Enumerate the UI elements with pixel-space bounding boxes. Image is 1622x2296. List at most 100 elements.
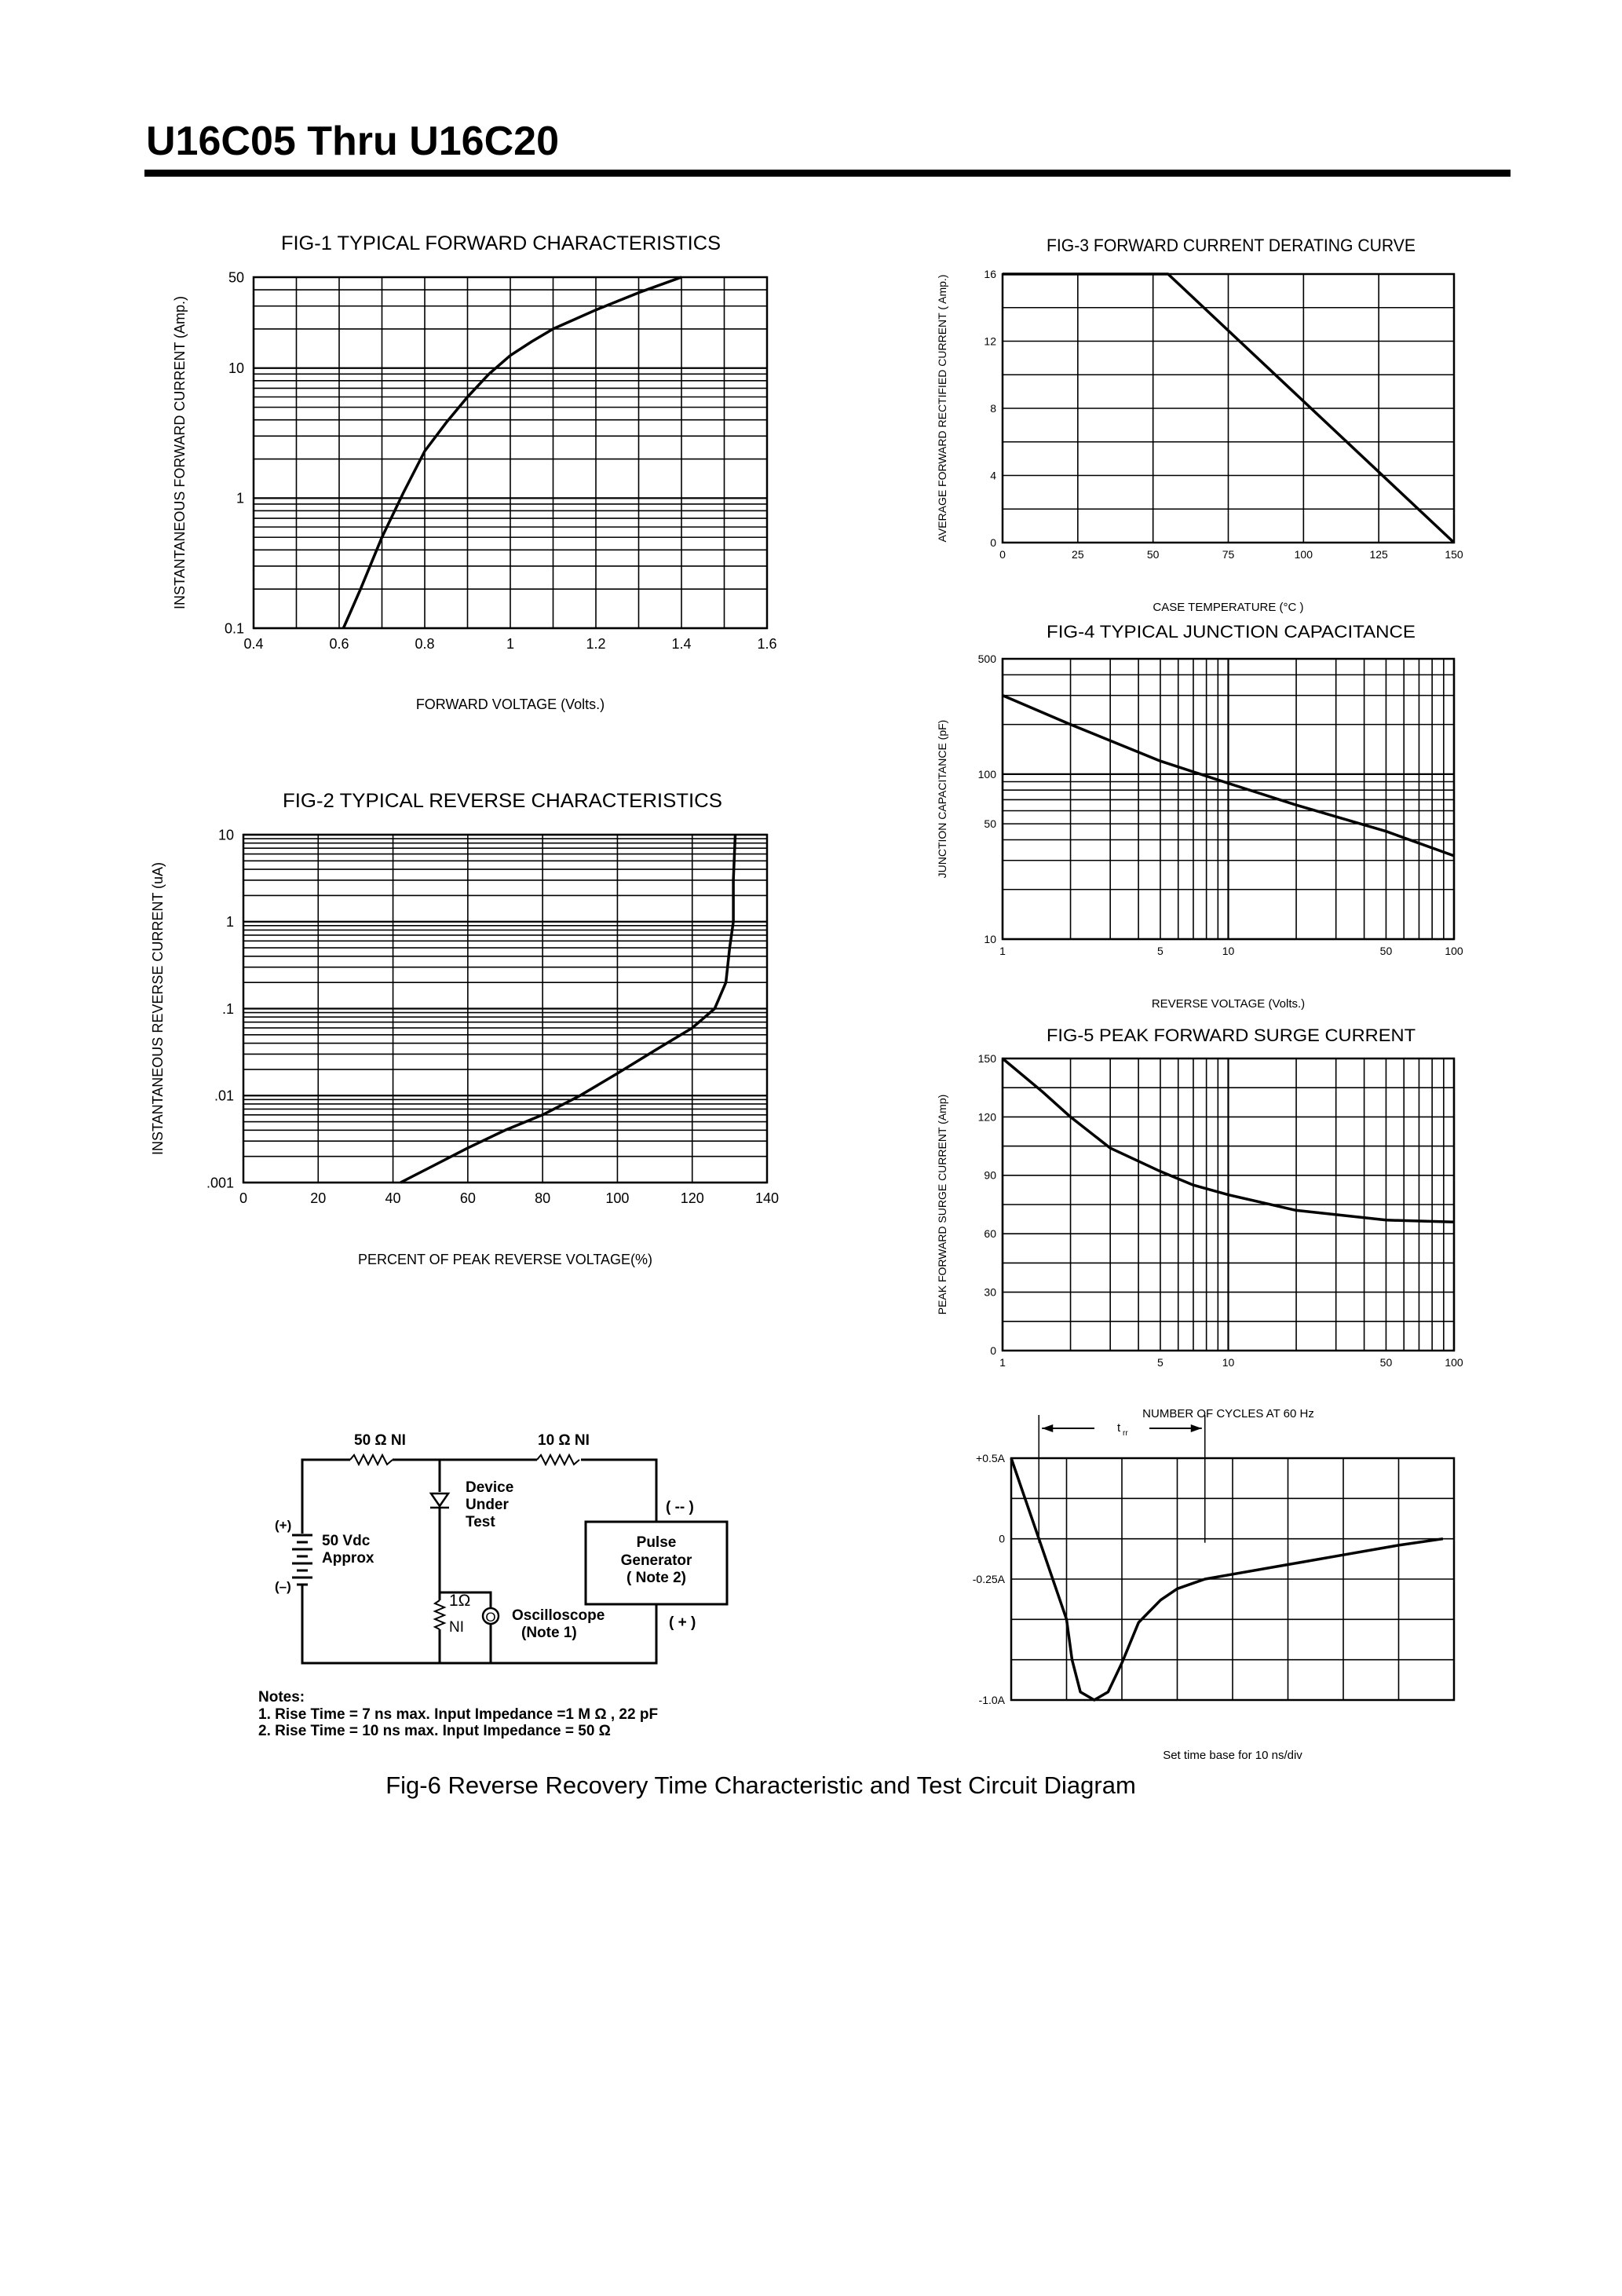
data-curve	[1002, 693, 1455, 857]
resistor-10ohm-label: 10 Ω NI	[538, 1432, 590, 1449]
dut-label: Under	[466, 1497, 510, 1513]
chart-fig1: FIG-1 TYPICAL FORWARD CHARACTERISTICS 0.4…	[172, 232, 777, 712]
y-tick-label: 10	[984, 933, 996, 945]
y-axis-label: PEAK FORWARD SURGE CURRENT (Amp)	[936, 1095, 948, 1315]
y-axis-label: INSTANTANEOUS REVERSE CURRENT (uA)	[150, 862, 166, 1155]
x-tick-label: 0.8	[415, 636, 434, 652]
y-tick-label: 1	[226, 914, 234, 930]
chart-title: FIG-2 TYPICAL REVERSE CHARACTERISTICS	[283, 790, 722, 812]
y-tick-label: 4	[990, 469, 996, 481]
x-tick-label: 50	[1380, 945, 1393, 957]
x-tick-label: 80	[535, 1190, 550, 1206]
oscilloscope-icon	[481, 1607, 500, 1625]
y-tick-label: 0	[990, 536, 996, 549]
chart-fig6: +0.5A 0 -0.25A -1.0A Set time base for 10 ns…	[973, 1415, 1456, 1762]
x-tick-label: 10	[1222, 1356, 1235, 1369]
x-tick-label: 100	[1295, 548, 1313, 561]
x-tick-label: 150	[1445, 548, 1463, 561]
y-tick-label: 0	[999, 1533, 1005, 1545]
circuit-wire	[301, 1458, 658, 1534]
plot-frame	[1001, 272, 1456, 544]
x-tick-label: 100	[605, 1190, 629, 1206]
y-tick-label: +0.5A	[976, 1452, 1006, 1464]
chart-title: FIG-5 PEAK FORWARD SURGE CURRENT	[1047, 1026, 1416, 1045]
y-tick-label: -0.25A	[973, 1573, 1006, 1585]
plot-frame	[1001, 1057, 1456, 1352]
x-tick-label: 1	[506, 636, 514, 652]
y-tick-label: 50	[984, 817, 996, 830]
plot-frame	[252, 276, 769, 630]
x-axis-label: Set time base for 10 ns/div	[1163, 1749, 1302, 1762]
resistor-50ohm-label: 50 Ω NI	[354, 1432, 406, 1449]
x-tick-label: 0	[999, 548, 1006, 561]
y-tick-label: .1	[222, 1001, 234, 1017]
data-curve	[342, 276, 682, 629]
plot-frame	[1001, 657, 1456, 941]
data-curve	[1001, 1057, 1455, 1224]
resistor-1ohm-sub: NI	[449, 1619, 464, 1636]
pulse-generator-box	[584, 1520, 729, 1606]
x-tick-label: 5	[1157, 945, 1164, 957]
x-tick-label: 50	[1147, 548, 1160, 561]
data-curve	[400, 834, 737, 1184]
x-tick-label: 50	[1380, 1356, 1393, 1369]
y-tick-label: .01	[214, 1088, 234, 1104]
data-curve	[1010, 1457, 1444, 1702]
chart-fig5: FIG-5 PEAK FORWARD SURGE CURRENT 1 5 10 50 10…	[936, 1026, 1463, 1420]
notes-title: Notes:	[258, 1689, 305, 1706]
y-axis-label: JUNCTION CAPACITANCE (pF)	[936, 720, 948, 879]
resistor-1ohm-icon	[433, 1600, 447, 1630]
oscilloscope-label: Oscilloscope	[512, 1607, 605, 1624]
data-curve	[1003, 272, 1456, 544]
fig6-caption: Fig-6 Reverse Recovery Time Characterist…	[385, 1771, 1136, 1799]
note-1: 1. Rise Time = 7 ns max. Input Impedance…	[258, 1706, 658, 1723]
resistor-10ohm-icon	[536, 1453, 580, 1467]
x-tick-label: 0.6	[329, 636, 349, 652]
y-tick-label: 150	[978, 1052, 997, 1065]
x-tick-label: 100	[1445, 945, 1463, 957]
x-tick-label: 1	[999, 1356, 1006, 1369]
oscilloscope-symbol: O	[485, 1610, 495, 1625]
chart-fig3: FIG-3 FORWARD CURRENT DERATING CURVE 0 25 5…	[936, 236, 1463, 614]
pulse-minus-label: ( -- )	[666, 1499, 694, 1515]
resistor-1ohm-label: 1Ω	[449, 1592, 470, 1610]
chart-title: FIG-3 FORWARD CURRENT DERATING CURVE	[1047, 236, 1416, 255]
x-axis-label: NUMBER OF CYCLES AT 60 Hz	[1142, 1407, 1314, 1420]
y-tick-label: 10	[228, 360, 244, 376]
battery-icon	[292, 1534, 312, 1586]
x-tick-label: 1.2	[586, 636, 605, 652]
chart-title: FIG-1 TYPICAL FORWARD CHARACTERISTICS	[281, 232, 721, 254]
document-title: U16C05 Thru U16C20	[146, 119, 559, 164]
battery-voltage-label: 50 Vdc	[322, 1533, 371, 1549]
y-tick-label: 100	[978, 768, 997, 781]
y-tick-label: 16	[984, 268, 996, 280]
x-axis-label: FORWARD VOLTAGE (Volts.)	[416, 696, 605, 712]
y-tick-label: 500	[978, 653, 997, 665]
y-tick-label: 1	[236, 491, 244, 506]
y-axis-label: INSTANTANEOUS FORWARD CURRENT (Amp.)	[172, 296, 188, 609]
circuit-wire	[438, 1460, 492, 1663]
y-tick-label: 30	[984, 1286, 996, 1299]
y-tick-label: 8	[990, 402, 996, 415]
x-tick-label: 60	[460, 1190, 476, 1206]
battery-plus-label: (+)	[275, 1518, 291, 1533]
chart-title: FIG-4 TYPICAL JUNCTION CAPACITANCE	[1047, 622, 1416, 642]
x-tick-label: 10	[1222, 945, 1235, 957]
y-tick-label: -1.0A	[979, 1694, 1006, 1706]
pulse-plus-label: ( + )	[669, 1614, 696, 1631]
title-rule	[144, 170, 1511, 177]
note-2: 2. Rise Time = 10 ns max. Input Impedanc…	[258, 1723, 611, 1739]
x-tick-label: 1.6	[757, 636, 776, 652]
y-tick-label: 50	[228, 269, 244, 285]
pulse-generator-label: Pulse	[637, 1534, 677, 1551]
x-tick-label: 0.4	[243, 636, 263, 652]
y-tick-label: 90	[984, 1169, 996, 1182]
x-tick-label: 0	[239, 1190, 247, 1206]
y-tick-label: 12	[984, 335, 996, 347]
resistor-50ohm-icon	[349, 1453, 393, 1467]
x-tick-label: 1.4	[671, 636, 691, 652]
x-tick-label: 25	[1072, 548, 1084, 561]
x-tick-label: 100	[1445, 1356, 1463, 1369]
battery-approx-label: Approx	[322, 1550, 374, 1567]
